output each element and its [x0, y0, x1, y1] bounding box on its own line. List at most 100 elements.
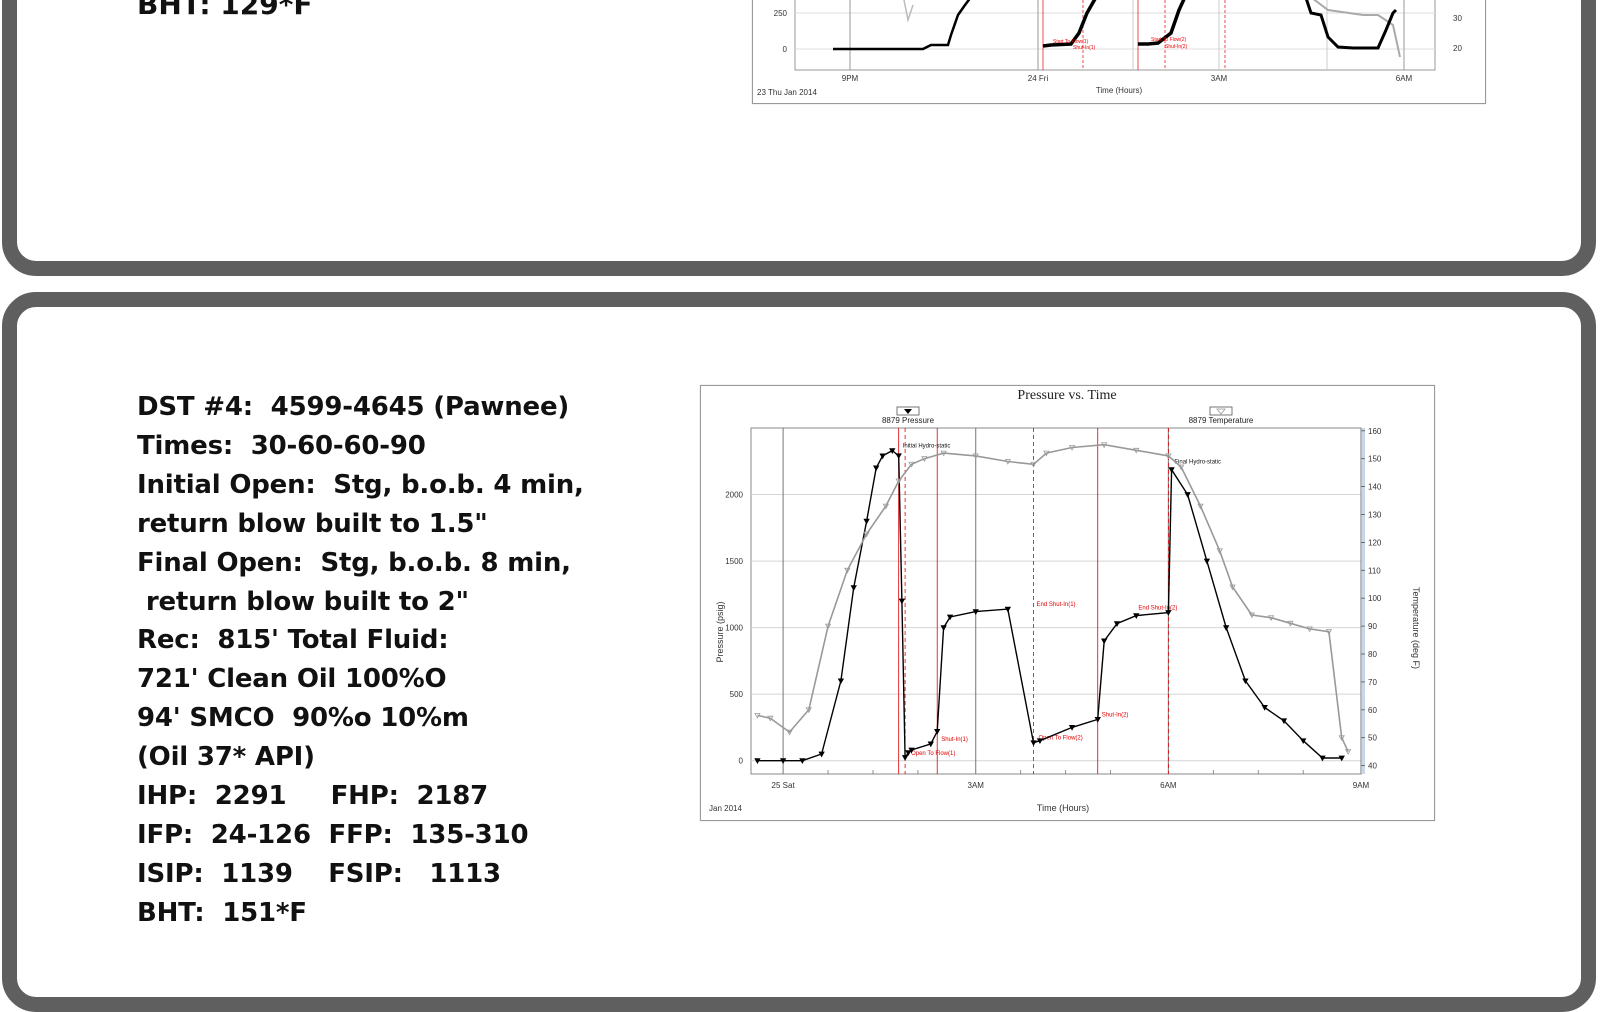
temperature-point [1216, 548, 1223, 555]
temperature-point [767, 715, 774, 722]
pressure-time-chart: Pressure vs. Time 8879 Pressure 8879 Tem… [700, 385, 1435, 821]
temperature-point [1030, 461, 1037, 468]
top-chart-svg: Start To Flow(1) Shut-In(1) Start To Flo… [757, 0, 1462, 97]
pressure-point [901, 755, 909, 761]
pressure-point [946, 614, 954, 621]
pressure-point [1165, 610, 1172, 616]
y2-tick-label: 110 [1368, 566, 1381, 575]
note-line: (Oil 37* API) [137, 742, 315, 773]
pressure-point [818, 751, 825, 758]
legend-pressure-marker [904, 409, 912, 414]
temperature-point [805, 707, 812, 714]
note-line: Final Open: Stg, b.o.b. 8 min, [137, 547, 571, 578]
pressure-point [905, 750, 912, 757]
temperature-point [1248, 612, 1256, 619]
temperature-point [786, 729, 793, 736]
note-line: IFP: 24-126 FFP: 135-310 [137, 819, 529, 850]
x-tick-label: 3AM [968, 781, 985, 790]
y2-tick-label: 120 [1368, 538, 1382, 547]
temperature-point [895, 478, 902, 485]
y-tick-label: 500 [730, 690, 744, 699]
y2-tick-label: 80 [1368, 650, 1377, 659]
note-line: return blow built to 1.5" [137, 508, 488, 539]
top-chart: Start To Flow(1) Shut-In(1) Start To Flo… [752, 0, 1486, 104]
x-tick-label: 25 Sat [772, 781, 796, 790]
top-plot-area [794, 0, 1436, 71]
temperature-point [1344, 749, 1352, 756]
pressure-point [1030, 740, 1037, 747]
x-tick-label: 6AM [1160, 781, 1177, 790]
y2-axis-bar [1362, 428, 1365, 774]
top-x-tick: 6AM [1396, 74, 1413, 83]
top-pressure-trace [833, 0, 971, 51]
note-line: Times: 30-60-60-90 [137, 430, 426, 461]
top-x-tick: 3AM [1211, 74, 1228, 83]
temperature-point [844, 567, 851, 574]
temperature-point [882, 503, 890, 510]
pressure-point [1004, 606, 1012, 613]
y2-tick-label: 70 [1368, 678, 1377, 687]
temperature-point [1133, 447, 1140, 454]
legend-temperature-marker [1216, 408, 1226, 415]
chart-title: Pressure vs. Time [1017, 388, 1116, 403]
temperature-point [1043, 450, 1050, 457]
temperature-line [757, 443, 1349, 753]
pressure-point [863, 518, 870, 525]
pressure-point [1338, 755, 1345, 762]
pressure-point [927, 741, 934, 748]
note-line: DST #4: 4599-4645 (Pawnee) [137, 392, 570, 422]
x-tick-label: 9AM [1353, 781, 1370, 790]
event-label: End Shut-In(2) [1138, 606, 1177, 612]
top-pressure-trace [1305, 0, 1398, 50]
y-tick-label: 1000 [725, 624, 743, 633]
pressure-point [873, 465, 880, 472]
plot-area [750, 427, 1362, 775]
top-event-label: Shut-In(2) [1165, 44, 1188, 50]
pressure-point [1261, 705, 1268, 711]
note-line: Rec: 815' Total Fluid: [137, 625, 449, 656]
temperature-point [940, 450, 947, 457]
pressure-point [850, 585, 857, 592]
top-x-tick: 9PM [842, 74, 859, 83]
pressure-point [1094, 717, 1101, 723]
temperature-point [908, 461, 915, 468]
temperature-point [1287, 620, 1294, 627]
top-bht-line: BHT: 129*F [137, 0, 313, 21]
event-label: Initial Hydro-static [903, 444, 951, 450]
event-label: Shut-In(2) [1102, 712, 1129, 718]
y2-tick-label: 150 [1368, 455, 1382, 464]
pressure-point [1222, 625, 1230, 631]
y2-tick-label: 60 [1368, 706, 1377, 715]
event-label: Open To Flow(1) [911, 751, 955, 757]
legend-pressure-label: 8879 Pressure [882, 416, 935, 425]
pressure-point [898, 598, 906, 605]
note-line: return blow built to 2" [137, 586, 469, 617]
temperature-point [1338, 735, 1345, 742]
note-line: 721' Clean Oil 100%O [137, 664, 447, 695]
temperature-point [863, 531, 870, 538]
temperature-point [1229, 584, 1236, 591]
pressure-point [940, 625, 947, 631]
top-event-label: Start To Flow(2) [1151, 37, 1187, 43]
top-temperature-trace [1313, 0, 1401, 58]
x-axis-label: Time (Hours) [1037, 803, 1089, 813]
pressure-point [1168, 467, 1175, 473]
note-line: 94' SMCO 90%o 10%m [137, 703, 469, 734]
y2-tick-label: 140 [1368, 483, 1382, 492]
pressure-time-chart-svg: Pressure vs. Time 8879 Pressure 8879 Tem… [709, 388, 1421, 813]
legend-temperature-label: 8879 Temperature [1189, 416, 1254, 425]
temperature-point [1325, 629, 1333, 636]
top-right-tick: 30 [1453, 14, 1462, 23]
pressure-point [1242, 678, 1249, 685]
pressure-point [1133, 613, 1140, 619]
dst-notes: DST #4: 4599-4645 (Pawnee) Times: 30-60-… [137, 388, 584, 933]
event-label: Shut-In(1) [941, 737, 968, 743]
temperature-point [972, 453, 979, 460]
top-x-tick: 24 Fri [1028, 74, 1049, 83]
pressure-point [908, 747, 915, 754]
event-label: End Shut-In(1) [1037, 602, 1076, 608]
pressure-point [934, 729, 941, 735]
top-left-tick: 0 [783, 45, 788, 54]
event-label: Final Hydro-static [1174, 460, 1221, 466]
top-event-label: Shut-In(1) [1073, 45, 1096, 51]
